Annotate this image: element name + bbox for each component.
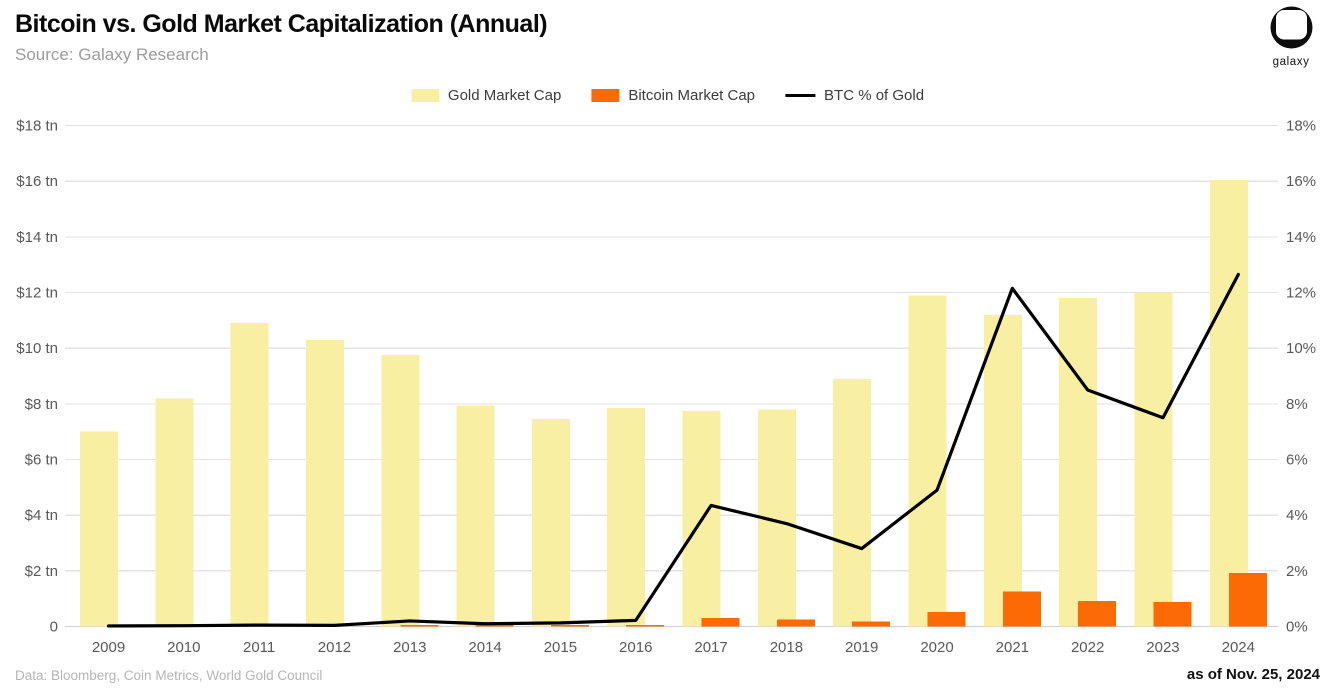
right-axis-tick-label: 10% (1286, 340, 1316, 357)
right-axis-tick-label: 6% (1286, 452, 1308, 469)
left-axis-tick-label: $16 tn (16, 173, 58, 190)
bitcoin-bar-2022 (1078, 601, 1117, 627)
gold-bar-2010 (155, 398, 194, 627)
right-axis-tick-label: 16% (1286, 173, 1316, 190)
bitcoin-bar-2013 (400, 625, 439, 627)
gold-bar-2016 (607, 408, 646, 627)
right-axis-tick-label: 0% (1286, 619, 1308, 636)
year-label-2016: 2016 (619, 639, 652, 656)
year-label-2024: 2024 (1222, 639, 1255, 656)
legend-item-btc-pct: BTC % of Gold (785, 87, 924, 104)
legend-item-bitcoin: Bitcoin Market Cap (591, 87, 755, 104)
bitcoin-bar-2020 (927, 612, 966, 627)
left-axis-tick-label: $8 tn (25, 396, 58, 413)
year-label-2010: 2010 (167, 639, 200, 656)
bitcoin-bar-2015 (550, 625, 589, 627)
bitcoin-bar-2014 (475, 625, 514, 627)
chart-canvas: $18 tn 18% $16 tn 16% $14 tn 14% $12 tn 12% $10 … (16, 118, 1316, 656)
page-title: Bitcoin vs. Gold Market Capitalization (… (15, 10, 548, 38)
year-label-2011: 2011 (243, 639, 275, 656)
right-axis-tick-label: 8% (1286, 396, 1308, 413)
bitcoin-bar-2019 (852, 621, 891, 627)
left-axis-tick-label: $2 tn (25, 563, 58, 580)
bitcoin-bar-2018 (776, 619, 815, 627)
right-axis-tick-label: 4% (1286, 507, 1308, 524)
year-label-2012: 2012 (318, 639, 351, 656)
gold-bar-2009 (80, 431, 118, 627)
bitcoin-bar-2023 (1153, 602, 1192, 627)
year-label-2018: 2018 (770, 639, 803, 656)
right-axis-tick-label: 12% (1286, 285, 1316, 302)
legend-item-gold: Gold Market Cap (410, 87, 562, 104)
year-label-2015: 2015 (544, 639, 577, 656)
as-of-date: as of Nov. 25, 2024 (1186, 666, 1320, 683)
year-label-2014: 2014 (468, 639, 501, 656)
galaxy-logo-text: galaxy (1272, 56, 1310, 68)
year-label-2009: 2009 (92, 639, 125, 656)
galaxy-logo: galaxy (1259, 6, 1323, 68)
left-axis-tick-label: $4 tn (25, 507, 58, 524)
left-axis-tick-label: $14 tn (16, 229, 58, 246)
bitcoin-bar-2024 (1228, 572, 1267, 627)
gold-bar-2022 (1059, 298, 1098, 627)
year-label-2020: 2020 (920, 639, 953, 656)
bitcoin-bar-2021 (1002, 591, 1041, 627)
right-axis-tick-label: 18% (1286, 118, 1316, 135)
data-attribution: Data: Bloomberg, Coin Metrics, World Gol… (15, 668, 323, 683)
gold-bar-2020 (908, 295, 947, 627)
year-label-2023: 2023 (1146, 639, 1179, 656)
year-label-2021: 2021 (996, 639, 1029, 656)
gold-bar-2011 (230, 323, 269, 627)
btc-pct-of-gold-line (106, 272, 1240, 628)
left-axis-tick-label: $6 tn (25, 452, 58, 469)
page-subtitle: Source: Galaxy Research (15, 45, 209, 64)
right-axis-tick-label: 2% (1286, 563, 1308, 580)
bitcoin-swatch-icon (591, 89, 620, 102)
left-axis-tick-label: $12 tn (16, 285, 58, 302)
bitcoin-bar-2016 (626, 625, 665, 627)
left-axis-tick-label: 0 (50, 619, 58, 636)
year-label-2017: 2017 (694, 639, 727, 656)
line-swatch-icon (785, 94, 816, 97)
gold-bar-2023 (1134, 292, 1173, 627)
gold-bar-2024 (1209, 179, 1248, 627)
gold-bar-2014 (456, 405, 495, 627)
year-label-2022: 2022 (1071, 639, 1104, 656)
year-label-2013: 2013 (393, 639, 426, 656)
gold-bar-2021 (983, 314, 1022, 627)
legend-label-btc-pct: BTC % of Gold (824, 87, 925, 104)
gold-bar-2019 (833, 378, 872, 627)
left-axis-tick-label: $10 tn (16, 340, 58, 357)
gold-bar-2013 (381, 355, 420, 627)
left-axis-tick-label: $18 tn (16, 118, 58, 135)
gold-bar-2012 (305, 339, 344, 627)
right-axis-tick-label: 14% (1286, 229, 1316, 246)
legend-label-bitcoin: Bitcoin Market Cap (628, 87, 756, 104)
legend-label-gold: Gold Market Cap (447, 87, 562, 104)
galaxy-logo-icon (1270, 6, 1312, 49)
chart-legend: Gold Market Cap Bitcoin Market Cap BTC %… (410, 87, 924, 104)
year-label-2019: 2019 (845, 639, 878, 656)
gold-bar-2015 (531, 419, 570, 627)
bitcoin-bar-2017 (701, 618, 740, 627)
gold-swatch-icon (410, 89, 439, 102)
